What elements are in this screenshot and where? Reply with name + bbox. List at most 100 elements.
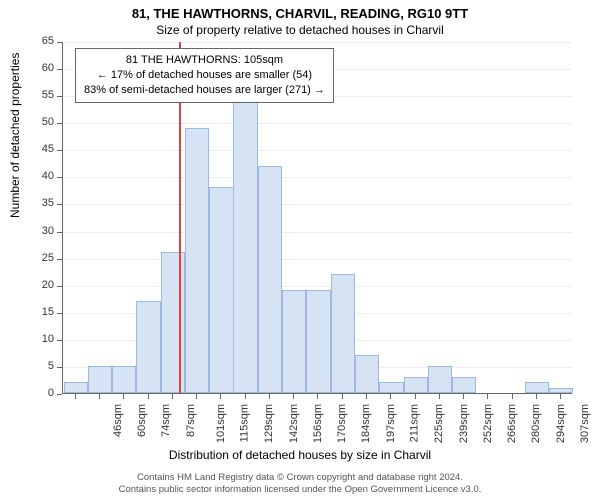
y-tick xyxy=(57,177,62,178)
y-tick-label: 20 xyxy=(32,279,54,291)
y-tick-label: 50 xyxy=(32,116,54,128)
x-tick-label: 280sqm xyxy=(531,404,543,443)
x-tick-label: 115sqm xyxy=(238,404,250,442)
x-tick xyxy=(293,394,294,399)
gridline xyxy=(63,286,572,287)
y-tick-label: 0 xyxy=(32,387,54,399)
x-tick-label: 87sqm xyxy=(185,404,197,437)
x-tick-label: 74sqm xyxy=(160,404,172,437)
title-sub: Size of property relative to detached ho… xyxy=(0,21,600,37)
histogram-bar xyxy=(331,274,355,393)
info-box: 81 THE HAWTHORNS: 105sqm ← 17% of detach… xyxy=(75,48,334,103)
histogram-bar xyxy=(452,377,476,393)
y-tick xyxy=(57,204,62,205)
histogram-bar xyxy=(404,377,428,393)
footer-line-1: Contains HM Land Registry data © Crown c… xyxy=(0,472,600,484)
y-tick xyxy=(57,367,62,368)
x-tick-label: 197sqm xyxy=(385,404,397,443)
gridline xyxy=(63,123,572,124)
x-tick-label: 266sqm xyxy=(506,404,518,443)
y-tick xyxy=(57,286,62,287)
x-tick xyxy=(317,394,318,399)
plot-area: 81 THE HAWTHORNS: 105sqm ← 17% of detach… xyxy=(62,42,572,394)
x-axis-label: Distribution of detached houses by size … xyxy=(0,448,600,462)
x-tick xyxy=(196,394,197,399)
histogram-bar xyxy=(258,166,282,393)
footer-attribution: Contains HM Land Registry data © Crown c… xyxy=(0,472,600,496)
y-tick-label: 35 xyxy=(32,197,54,209)
info-line-3: 83% of semi-detached houses are larger (… xyxy=(84,83,325,98)
y-tick xyxy=(57,259,62,260)
x-tick-label: 239sqm xyxy=(458,404,470,443)
y-tick xyxy=(57,340,62,341)
x-tick-label: 184sqm xyxy=(361,404,373,443)
y-tick-label: 30 xyxy=(32,225,54,237)
histogram-bar xyxy=(88,366,112,393)
gridline xyxy=(63,259,572,260)
x-tick xyxy=(439,394,440,399)
x-tick-label: 170sqm xyxy=(336,404,348,443)
y-tick-label: 15 xyxy=(32,306,54,318)
gridline xyxy=(63,204,572,205)
y-tick xyxy=(57,232,62,233)
x-tick xyxy=(487,394,488,399)
y-tick-label: 65 xyxy=(32,35,54,47)
x-tick xyxy=(415,394,416,399)
x-tick-label: 211sqm xyxy=(408,404,420,442)
x-tick-label: 46sqm xyxy=(112,404,124,437)
gridline xyxy=(63,232,572,233)
histogram-bar xyxy=(136,301,160,393)
x-tick-label: 294sqm xyxy=(555,404,567,443)
y-tick xyxy=(57,123,62,124)
x-tick xyxy=(99,394,100,399)
x-tick xyxy=(536,394,537,399)
x-tick-label: 252sqm xyxy=(482,404,494,443)
histogram-bar xyxy=(379,382,403,393)
y-tick-label: 55 xyxy=(32,89,54,101)
x-tick-label: 60sqm xyxy=(136,404,148,437)
x-tick xyxy=(269,394,270,399)
x-tick xyxy=(463,394,464,399)
x-tick xyxy=(245,394,246,399)
info-line-2: ← 17% of detached houses are smaller (54… xyxy=(84,68,325,83)
x-tick xyxy=(342,394,343,399)
gridline xyxy=(63,177,572,178)
footer-line-2: Contains public sector information licen… xyxy=(0,484,600,496)
x-tick xyxy=(75,394,76,399)
y-tick-label: 25 xyxy=(32,252,54,264)
x-tick-label: 101sqm xyxy=(215,404,227,443)
x-tick-label: 129sqm xyxy=(264,404,276,443)
x-tick xyxy=(366,394,367,399)
histogram-bar xyxy=(112,366,136,393)
histogram-bar xyxy=(282,290,306,393)
histogram-bar xyxy=(549,388,573,393)
x-tick-label: 142sqm xyxy=(288,404,300,443)
x-tick xyxy=(220,394,221,399)
x-tick xyxy=(172,394,173,399)
gridline xyxy=(63,150,572,151)
histogram-bar xyxy=(64,382,88,393)
histogram-bar xyxy=(428,366,452,393)
y-tick-label: 40 xyxy=(32,170,54,182)
histogram-bar xyxy=(209,187,233,393)
y-tick-label: 10 xyxy=(32,333,54,345)
x-tick xyxy=(512,394,513,399)
gridline xyxy=(63,42,572,43)
histogram-bar xyxy=(185,128,209,393)
x-tick xyxy=(148,394,149,399)
y-axis-label: Number of detached properties xyxy=(8,53,22,218)
y-tick-label: 5 xyxy=(32,360,54,372)
y-tick xyxy=(57,150,62,151)
y-tick xyxy=(57,313,62,314)
x-tick xyxy=(390,394,391,399)
y-tick xyxy=(57,394,62,395)
histogram-bar xyxy=(525,382,549,393)
y-tick-label: 60 xyxy=(32,62,54,74)
y-tick xyxy=(57,42,62,43)
x-tick-label: 156sqm xyxy=(312,404,324,443)
title-main: 81, THE HAWTHORNS, CHARVIL, READING, RG1… xyxy=(0,0,600,21)
info-line-1: 81 THE HAWTHORNS: 105sqm xyxy=(84,53,325,68)
x-tick xyxy=(123,394,124,399)
y-tick xyxy=(57,96,62,97)
x-tick xyxy=(560,394,561,399)
